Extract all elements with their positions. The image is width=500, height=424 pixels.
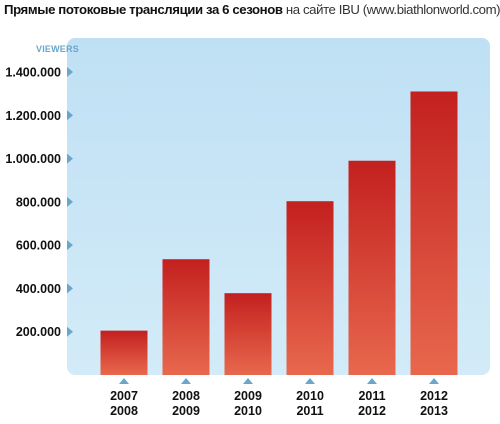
y-axis-label: VIEWERS: [36, 44, 79, 54]
x-tick-marker: [429, 378, 439, 384]
chart-title: Прямые потоковые трансляции за 6 сезонов…: [4, 2, 500, 17]
x-tick-label: 2011: [296, 404, 323, 418]
x-tick-marker: [367, 378, 377, 384]
y-tick-label: 200.000: [16, 325, 61, 339]
x-tick-label: 2010: [296, 389, 324, 403]
x-tick-label: 2008: [110, 404, 138, 418]
y-tick-label: 400.000: [16, 282, 61, 296]
y-tick-marker: [67, 240, 73, 251]
y-tick-label: 1.400.000: [5, 66, 61, 80]
y-tick-marker: [67, 326, 73, 337]
x-tick-label: 2009: [172, 404, 200, 418]
y-tick-label: 600.000: [16, 239, 61, 253]
x-tick-label: 2009: [234, 389, 262, 403]
x-tick-label: 2010: [234, 404, 262, 418]
bar: [162, 259, 210, 375]
x-tick-label: 2012: [420, 389, 448, 403]
x-tick-label: 2013: [420, 404, 448, 418]
bar: [100, 330, 148, 375]
x-tick-marker: [181, 378, 191, 384]
bar: [348, 160, 396, 375]
y-tick-marker: [67, 153, 73, 164]
bar: [286, 201, 334, 375]
x-tick-label: 2008: [172, 389, 200, 403]
y-tick-label: 800.000: [16, 195, 61, 209]
y-tick-marker: [67, 110, 73, 121]
x-tick-label: 2007: [110, 389, 138, 403]
y-tick-marker: [67, 283, 73, 294]
y-tick-label: 1.200.000: [5, 109, 61, 123]
x-tick-label: 2011: [358, 389, 385, 403]
chart-title-source: на сайте IBU (www.biathlonworld.com): [285, 2, 500, 17]
bar: [410, 91, 458, 375]
y-tick-marker: [67, 67, 73, 77]
x-tick-label: 2012: [358, 404, 386, 418]
x-tick-marker: [243, 378, 253, 384]
y-tick-marker: [67, 196, 73, 207]
y-tick-label: 1.000.000: [5, 152, 61, 166]
x-tick-marker: [305, 378, 315, 384]
chart-title-main: Прямые потоковые трансляции за 6 сезонов: [4, 2, 283, 17]
x-tick-marker: [119, 378, 129, 384]
bar: [224, 293, 272, 375]
